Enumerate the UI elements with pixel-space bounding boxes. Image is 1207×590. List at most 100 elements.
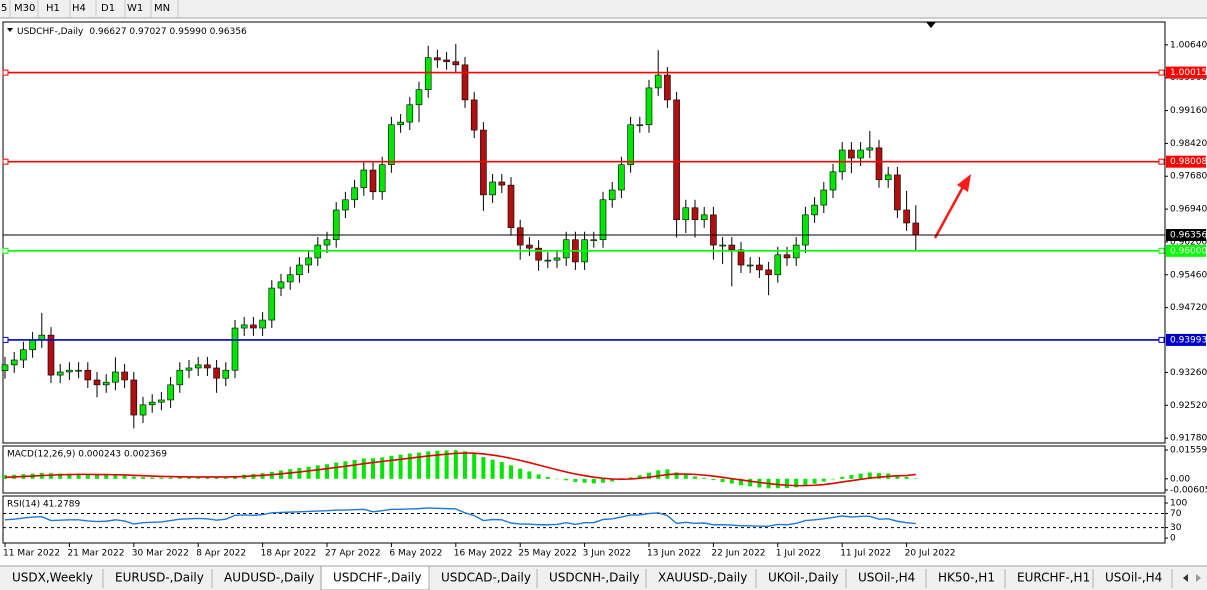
macd-bar [334,462,339,479]
tab-label[interactable]: USDCAD-,Daily [441,571,531,585]
candle-body [102,381,110,386]
timeframe-button[interactable]: H4 [72,3,86,14]
x-tick-label: 11 Jul 2022 [840,549,891,559]
macd-bar [693,476,697,479]
tab[interactable]: USDCHF-,Daily [320,565,430,590]
candle-body [829,171,837,191]
macd-bar [223,477,228,479]
timeframe-button[interactable]: H1 [46,3,60,14]
macd-bar [435,450,440,479]
candle-body [645,87,653,126]
candle-body [912,222,920,236]
tab-scroll-right[interactable] [1196,574,1201,582]
macd-bar [545,476,550,479]
macd-bar [187,477,191,479]
y-tick-label: 0.95460 [1170,270,1207,280]
timeframe-button[interactable]: 5 [1,3,7,14]
tab[interactable]: HK50-,H1 [938,569,1006,588]
macd-bar [490,459,495,479]
timeframe-button[interactable]: MN [154,3,170,14]
level-handle [1158,158,1165,165]
level-label-box [1166,244,1206,257]
macd-bar [95,474,99,479]
candle-body [820,189,828,206]
tab[interactable]: USDX,Weekly [12,569,104,588]
y-tick-label: 0.96940 [1170,205,1207,215]
macd-bar [564,478,569,481]
tab-label[interactable]: XAUUSD-,Daily [658,571,747,585]
tab-label[interactable]: EURCHF-,H1 [1017,571,1090,585]
macd-bar [463,451,467,479]
level-handle [2,336,9,343]
macd-bar [637,475,642,479]
macd-bar [398,454,403,479]
candle-body [627,124,634,166]
tab-label[interactable]: USDCHF-,Daily [333,571,421,585]
tab-label[interactable]: USDX,Weekly [12,571,93,585]
candle-body [222,369,230,379]
macd-bar [417,452,421,479]
tab[interactable]: USOil-,H4 [1105,569,1173,588]
candle-body [388,124,395,166]
candle-body [857,149,864,159]
candle-body [56,371,64,376]
candle-body [654,74,662,89]
tab-scroll-left[interactable] [1183,574,1188,582]
macd-bar [849,475,854,479]
candle-body [424,57,432,90]
active-tab-bg [320,565,430,590]
tab-label[interactable]: USOil-,H4 [1105,571,1162,585]
level-label: 0.96356 [1170,231,1207,241]
candle-body [148,401,156,406]
tab-label[interactable]: AUDUSD-,Daily [224,571,314,585]
tab-label[interactable]: USOil-,H4 [858,571,915,585]
tab-label[interactable]: EURUSD-,Daily [115,571,204,585]
candle-body [351,187,358,201]
macd-bar [407,453,412,479]
tab[interactable]: USDCNH-,Daily [549,569,647,588]
macd-bar [518,468,523,479]
tab[interactable]: EURUSD-,Daily [115,569,213,588]
candle-body [516,227,524,246]
tab-label[interactable]: USDCNH-,Daily [549,571,640,585]
candle-body [765,269,772,276]
macd-bar [453,450,458,479]
macd-bar [601,478,605,483]
tab[interactable]: USOil-,H4 [858,569,927,588]
candle-body [599,199,607,241]
candle-body [461,64,469,101]
y-tick-label: 0.97680 [1170,172,1207,182]
candle-body [231,327,239,371]
timeframe-button[interactable]: D1 [101,3,115,14]
macd-bar [785,478,789,489]
ohlc-text: 0.96627 0.97027 0.95990 0.96356 [89,27,247,37]
macd-bar [702,477,707,479]
macd-bar [674,472,679,479]
macd-bar [426,451,431,479]
annotation-arrowhead [957,174,971,192]
candle-body [664,74,671,101]
tab-label[interactable]: HK50-,H1 [938,571,995,585]
candle-body [682,207,690,221]
tab[interactable]: UKOil-,Daily [768,569,847,588]
candle-body [443,59,450,63]
x-tick-label: 1 Jul 2022 [776,549,821,559]
tab[interactable]: USDCAD-,Daily [441,569,538,588]
tab-label[interactable]: UKOil-,Daily [768,571,839,585]
y-tick-label: 0.92520 [1170,401,1207,411]
macd-bar [49,473,53,479]
tab[interactable]: EURCHF-,H1 [1017,569,1094,588]
candle-body [756,264,763,271]
level-label-box [1166,66,1206,79]
rsi-title: RSI(14) 41.2789 [7,500,80,510]
timeframe-button[interactable]: M30 [14,3,35,14]
timeframe-button[interactable]: W1 [127,3,143,14]
macd-bar [177,477,182,479]
tab[interactable]: XAUUSD-,Daily [658,569,757,588]
macd-bar [527,471,532,479]
y-tick-label: 70 [1170,509,1182,519]
candle-body [774,254,782,276]
x-tick-label: 8 Apr 2022 [196,549,246,559]
macd-bar [315,465,320,479]
